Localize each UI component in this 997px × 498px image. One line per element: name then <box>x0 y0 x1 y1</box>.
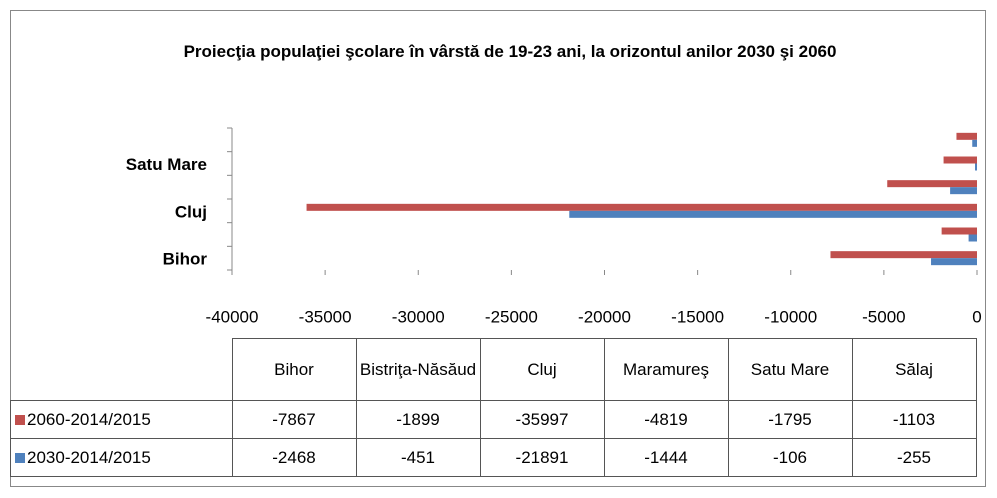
legend-key <box>15 452 25 463</box>
y-tick-label: Bihor <box>163 250 208 269</box>
table-cell: -1899 <box>355 400 481 439</box>
x-tick-label: -15000 <box>671 307 724 326</box>
x-tick-label: 0 <box>972 307 981 326</box>
table-cell: -4819 <box>603 400 729 439</box>
bar <box>306 203 977 211</box>
bar <box>950 187 977 195</box>
table-cell: -1795 <box>727 400 853 439</box>
row-header: 2030-2014/2015 <box>10 438 233 477</box>
bar <box>941 227 977 235</box>
column-header: Sălaj <box>851 338 977 401</box>
x-tick-label: -40000 <box>206 307 259 326</box>
y-tick-label: Satu Mare <box>126 155 207 174</box>
x-tick-label: -5000 <box>862 307 905 326</box>
table-corner <box>10 338 233 401</box>
table-row: 2060-2014/2015 -7867 -1899 -35997 -4819 -1795… <box>10 400 977 439</box>
legend-label: 2060-2014/2015 <box>27 409 151 429</box>
table-cell: -2468 <box>231 438 357 477</box>
table-cell: -255 <box>851 438 977 477</box>
bar <box>975 163 977 171</box>
bar <box>887 180 977 188</box>
bar <box>931 258 977 266</box>
table-cell: -35997 <box>479 400 605 439</box>
row-header: 2060-2014/2015 <box>10 400 233 439</box>
legend-label: 2030-2014/2015 <box>27 447 151 467</box>
table-row: 2030-2014/2015 -2468 -451 -21891 -1444 -106 -2… <box>10 438 977 477</box>
bar <box>968 234 977 242</box>
column-header: Bistriţa-Năsăud <box>355 338 481 401</box>
y-tick-label: Cluj <box>175 202 207 221</box>
x-tick-label: -10000 <box>764 307 817 326</box>
table-header-row: Bihor Bistriţa-Năsăud Cluj Maramureş Satu Ma… <box>10 338 977 401</box>
chart-frame <box>10 10 986 487</box>
table-cell: -7867 <box>231 400 357 439</box>
x-tick-label: -20000 <box>578 307 631 326</box>
column-header: Cluj <box>479 338 605 401</box>
bar <box>830 251 977 259</box>
legend-key <box>15 414 25 425</box>
column-header: Bihor <box>231 338 357 401</box>
table-cell: -451 <box>355 438 481 477</box>
data-table: Bihor Bistriţa-Năsăud Cluj Maramureş Satu Ma… <box>10 338 977 477</box>
x-tick-label: -35000 <box>299 307 352 326</box>
bar <box>943 156 977 164</box>
table-cell: -21891 <box>479 438 605 477</box>
column-header: Satu Mare <box>727 338 853 401</box>
bar <box>972 139 977 147</box>
table-cell: -1103 <box>851 400 977 439</box>
x-tick-label: -30000 <box>392 307 445 326</box>
bar <box>569 210 977 218</box>
column-header: Maramureş <box>603 338 729 401</box>
table-cell: -1444 <box>603 438 729 477</box>
x-tick-label: -25000 <box>485 307 538 326</box>
table-cell: -106 <box>727 438 853 477</box>
bar <box>956 132 977 140</box>
chart-title: Proiecţia populaţiei şcolare în vârstă d… <box>183 42 837 61</box>
